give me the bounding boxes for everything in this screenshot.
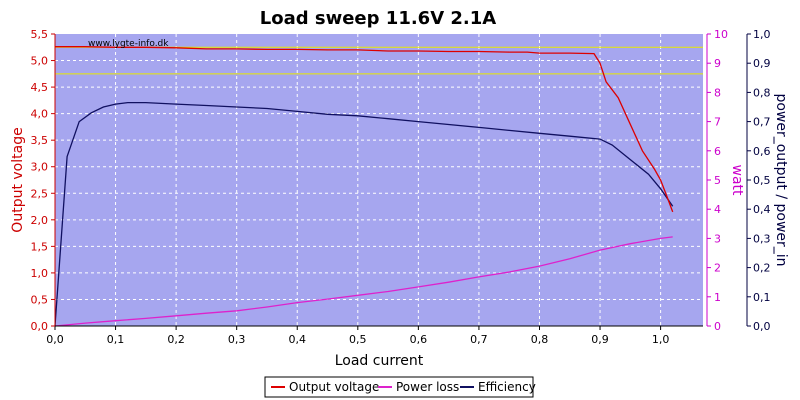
y-left-tick-label: 4,5 — [31, 81, 49, 94]
x-tick-label: 0,4 — [288, 333, 306, 346]
series-lines — [54, 46, 674, 327]
y-right2-tick-label: 0,0 — [753, 320, 771, 333]
x-axis-label: Load current — [335, 353, 424, 369]
series-output-voltage — [55, 46, 674, 213]
y-left-tick-label: 2,0 — [31, 214, 49, 227]
y-right1-tick-label: 6 — [714, 145, 721, 158]
legend-label-output-voltage: Output voltage — [289, 380, 379, 394]
legend-label-efficiency: Efficiency — [478, 380, 536, 394]
y-right2-tick-label: 0,5 — [753, 174, 771, 187]
x-tick-label: 0,2 — [167, 333, 185, 346]
axes: 0,0 0,1 0,2 0,3 0,4 0,5 0,6 0,7 0,8 0,9 1,0 0,0 0,5 1… — [31, 28, 771, 346]
y-left-tick-label: 5,5 — [31, 28, 49, 41]
y-right2-tick-label: 0,7 — [753, 116, 771, 129]
y-left-tick-label: 5,0 — [31, 55, 49, 68]
y-right2-tick-label: 1,0 — [753, 28, 771, 41]
y-right1-tick-label: 8 — [714, 86, 721, 99]
y-right2-tick-label: 0,1 — [753, 291, 771, 304]
y-right1-tick-label: 10 — [714, 28, 728, 41]
x-tick-label: 0,3 — [228, 333, 246, 346]
y-right2-tick-label: 0,6 — [753, 145, 771, 158]
series-power-loss — [54, 236, 673, 327]
y-right2-tick-label: 0,9 — [753, 57, 771, 70]
x-tick-label: 0,0 — [46, 333, 64, 346]
y-left-tick-label: 1,0 — [31, 267, 49, 280]
x-tick-label: 0,7 — [470, 333, 488, 346]
x-tick-label: 0,9 — [591, 333, 609, 346]
y-right1-tick-label: 5 — [714, 174, 721, 187]
y-axis-label-watt: watt — [729, 164, 745, 196]
y-right1-tick-label: 3 — [714, 232, 721, 245]
legend-label-power-loss: Power loss — [396, 380, 459, 394]
series-efficiency — [54, 101, 674, 327]
y-axis-label-efficiency: power_output / power_in — [773, 93, 789, 266]
legend: Output voltage Power loss Efficiency — [264, 376, 536, 398]
x-tick-label: 0,5 — [349, 333, 367, 346]
legend-box — [264, 376, 534, 398]
watermark: www.lygte-info.dk — [88, 39, 169, 49]
x-tick-label: 0,8 — [531, 333, 549, 346]
y-left-tick-label: 0,5 — [31, 293, 49, 306]
y-axis-label-left: Output voltage — [10, 127, 26, 232]
y-left-tick-label: 0,0 — [31, 320, 49, 333]
y-right1-tick-label: 7 — [714, 116, 721, 129]
x-tick-label: 1,0 — [652, 333, 670, 346]
y-right1-tick-label: 4 — [714, 203, 721, 216]
y-right2-tick-label: 0,8 — [753, 86, 771, 99]
y-left-tick-label: 3,5 — [31, 134, 49, 147]
x-tick-label: 0,1 — [107, 333, 125, 346]
y-left-tick-label: 1,5 — [31, 240, 49, 253]
y-right1-tick-label: 2 — [714, 262, 721, 275]
grid — [55, 34, 703, 326]
y-right1-tick-label: 0 — [714, 320, 721, 333]
y-left-tick-label: 2,5 — [31, 187, 49, 200]
y-right1-tick-label: 9 — [714, 57, 721, 70]
y-left-tick-label: 4,0 — [31, 108, 49, 121]
y-right2-tick-label: 0,2 — [753, 262, 771, 275]
y-right1-tick-label: 1 — [714, 291, 721, 304]
y-left-tick-label: 3,0 — [31, 161, 49, 174]
chart-title: Load sweep 11.6V 2.1A — [260, 8, 497, 29]
y-right2-tick-label: 0,3 — [753, 232, 771, 245]
y-right2-tick-label: 0,4 — [753, 203, 771, 216]
plot-area — [55, 34, 703, 326]
x-tick-label: 0,6 — [410, 333, 428, 346]
